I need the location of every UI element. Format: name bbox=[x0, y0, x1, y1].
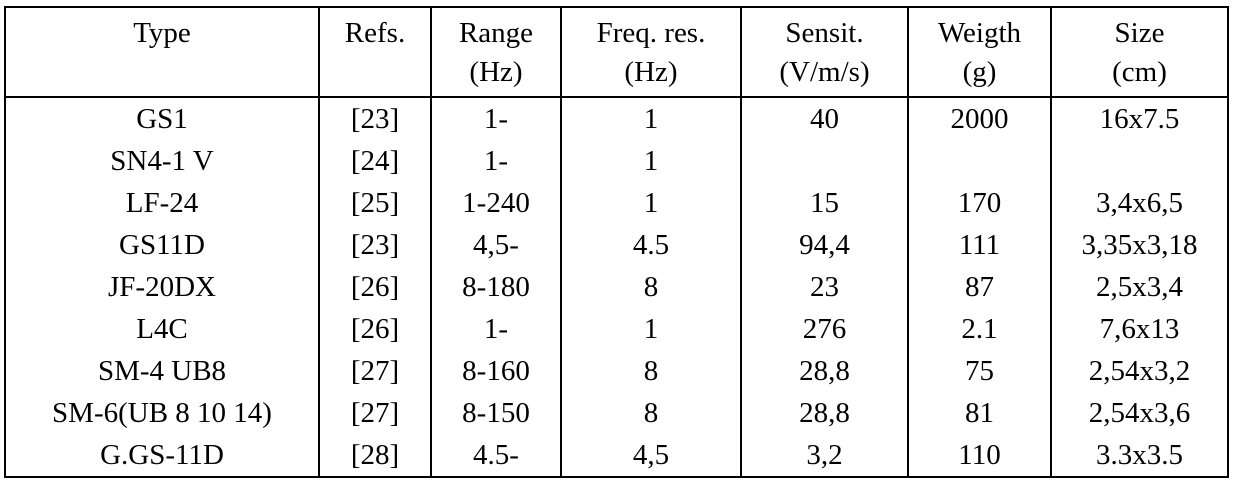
table-cell: 3,2 bbox=[740, 434, 908, 477]
table-cell: 8 bbox=[560, 350, 741, 392]
table-row: JF-20DX [26] 8-180 8 23 87 2,5x3,4 bbox=[5, 266, 1228, 308]
table-cell: 40 bbox=[740, 97, 908, 140]
column-header-range: Range (Hz) bbox=[430, 7, 561, 98]
table-cell: 4,5 bbox=[560, 434, 741, 477]
table-cell: 81 bbox=[907, 392, 1051, 434]
table-cell: [25] bbox=[318, 182, 431, 224]
table-cell: 15 bbox=[740, 182, 908, 224]
table-cell: 111 bbox=[907, 224, 1051, 266]
table-cell: 8-180 bbox=[430, 266, 561, 308]
table-cell: LF-24 bbox=[125, 186, 199, 219]
table-cell: [23] bbox=[318, 97, 431, 140]
table-cell: 28,8 bbox=[740, 350, 908, 392]
table-cell: 75 bbox=[907, 350, 1051, 392]
column-unit: (cm) bbox=[1112, 56, 1167, 88]
column-unit: (V/m/s) bbox=[779, 56, 870, 88]
column-label: Range bbox=[458, 17, 534, 49]
table-row: SM-4 UB8 [27] 8-160 8 28,8 75 2,54x3,2 bbox=[5, 350, 1228, 392]
table-cell: 23 bbox=[740, 266, 908, 308]
table-cell: 1 bbox=[560, 97, 741, 140]
table-cell: 1- bbox=[430, 140, 561, 182]
table-row: GS1 [23] 1- 1 40 2000 16x7.5 bbox=[5, 97, 1228, 140]
table-cell: G.GS-11D bbox=[100, 438, 224, 471]
table-cell: 1-240 bbox=[430, 182, 561, 224]
table-cell: 2,54x3,2 bbox=[1050, 350, 1228, 392]
table-cell: 1 bbox=[560, 140, 741, 182]
sensor-comparison-table: Type Refs. Range (Hz) Freq. res. (Hz) Se… bbox=[4, 6, 1229, 478]
table-cell: 170 bbox=[907, 182, 1051, 224]
table-cell: 94,4 bbox=[740, 224, 908, 266]
table-cell: 2.1 bbox=[907, 308, 1051, 350]
column-header-size: Size (cm) bbox=[1050, 7, 1228, 98]
table-cell: 2,5x3,4 bbox=[1050, 266, 1228, 308]
column-label: Refs. bbox=[344, 17, 406, 49]
column-unit bbox=[6, 53, 318, 92]
table-cell: 87 bbox=[907, 266, 1051, 308]
column-header-freq-res: Freq. res. (Hz) bbox=[560, 7, 741, 98]
column-header-sensit: Sensit. (V/m/s) bbox=[740, 7, 908, 98]
table-cell bbox=[740, 140, 908, 182]
table-cell: 4.5 bbox=[560, 224, 741, 266]
table-cell: 7,6x13 bbox=[1050, 308, 1228, 350]
column-header-type: Type bbox=[5, 7, 319, 98]
column-unit: (Hz) bbox=[469, 56, 523, 88]
column-label: Sensit. bbox=[785, 17, 864, 49]
table-cell: 1- bbox=[430, 308, 561, 350]
table-cell: 28,8 bbox=[740, 392, 908, 434]
table-cell: 1 bbox=[560, 182, 741, 224]
table-cell: SM-4 UB8 bbox=[97, 354, 227, 387]
table-cell: 8 bbox=[560, 266, 741, 308]
table-cell: [27] bbox=[318, 350, 431, 392]
table-header: Type Refs. Range (Hz) Freq. res. (Hz) Se… bbox=[5, 7, 1228, 98]
table-cell: GS1 bbox=[136, 102, 188, 135]
table-row: LF-24 [25] 1-240 1 15 170 3,4x6,5 bbox=[5, 182, 1228, 224]
column-unit: (g) bbox=[962, 56, 997, 88]
column-header-weigth: Weigth (g) bbox=[907, 7, 1051, 98]
table-cell: [26] bbox=[318, 308, 431, 350]
table-cell: L4C bbox=[136, 312, 188, 345]
table-cell bbox=[1050, 140, 1228, 182]
table-cell: 1 bbox=[560, 308, 741, 350]
table-cell: 4,5- bbox=[430, 224, 561, 266]
table-cell: 8 bbox=[560, 392, 741, 434]
table-cell: 16x7.5 bbox=[1050, 97, 1228, 140]
column-label: Weigth bbox=[937, 17, 1022, 49]
table-row: G.GS-11D [28] 4.5- 4,5 3,2 110 3.3x3.5 bbox=[5, 434, 1228, 477]
table-cell: SM-6(UB 8 10 14) bbox=[52, 396, 272, 429]
table-cell: GS11D bbox=[119, 228, 205, 261]
table-row: SN4-1 V [24] 1- 1 bbox=[5, 140, 1228, 182]
table-cell: [23] bbox=[318, 224, 431, 266]
table-cell: [26] bbox=[318, 266, 431, 308]
table-cell bbox=[907, 140, 1051, 182]
table-cell: JF-20DX bbox=[108, 270, 216, 303]
table-cell: 3.3x3.5 bbox=[1050, 434, 1228, 477]
table-cell: 3,4x6,5 bbox=[1050, 182, 1228, 224]
table-cell: [28] bbox=[318, 434, 431, 477]
table-cell: 3,35x3,18 bbox=[1050, 224, 1228, 266]
column-label: Size bbox=[1114, 17, 1165, 49]
column-unit: (Hz) bbox=[624, 56, 678, 88]
table-cell: SN4-1 V bbox=[110, 144, 214, 177]
table-cell: 4.5- bbox=[430, 434, 561, 477]
column-label: Freq. res. bbox=[596, 17, 706, 49]
table-row: L4C [26] 1- 1 276 2.1 7,6x13 bbox=[5, 308, 1228, 350]
table-row: GS11D [23] 4,5- 4.5 94,4 111 3,35x3,18 bbox=[5, 224, 1228, 266]
table-cell: 1- bbox=[430, 97, 561, 140]
table-cell: 276 bbox=[740, 308, 908, 350]
column-header-refs: Refs. bbox=[318, 7, 431, 98]
column-label: Type bbox=[133, 17, 191, 49]
table-cell: 8-150 bbox=[430, 392, 561, 434]
column-unit bbox=[321, 53, 430, 92]
table-cell: 2000 bbox=[907, 97, 1051, 140]
table-cell: 8-160 bbox=[430, 350, 561, 392]
table-row: SM-6(UB 8 10 14) [27] 8-150 8 28,8 81 2,54x3,6 bbox=[5, 392, 1228, 434]
table-cell: 110 bbox=[907, 434, 1051, 477]
table-cell: [24] bbox=[318, 140, 431, 182]
table-cell: 2,54x3,6 bbox=[1050, 392, 1228, 434]
header-row: Type Refs. Range (Hz) Freq. res. (Hz) Se… bbox=[5, 7, 1228, 98]
table-cell: [27] bbox=[318, 392, 431, 434]
table-body: GS1 [23] 1- 1 40 2000 16x7.5 SN4-1 V [24] 1- 1 LF-2… bbox=[5, 97, 1228, 477]
